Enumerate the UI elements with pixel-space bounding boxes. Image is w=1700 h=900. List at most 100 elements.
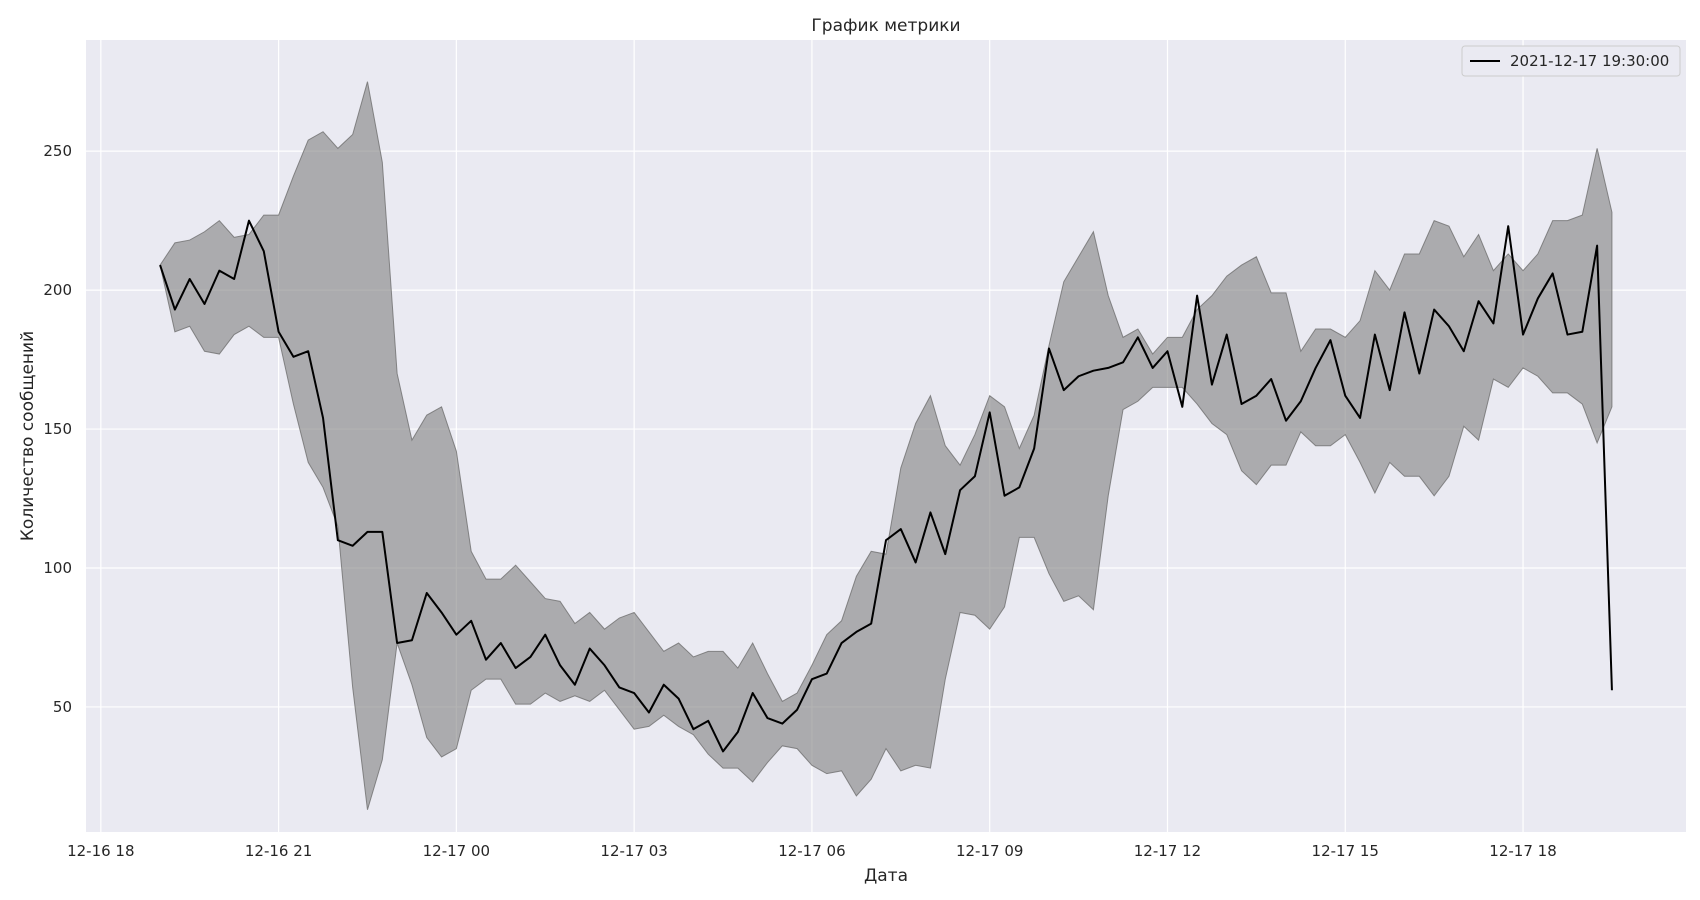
data-point	[663, 684, 665, 686]
data-point	[174, 309, 176, 311]
y-tick-label: 100	[43, 559, 72, 577]
data-point	[678, 698, 680, 700]
data-point	[1196, 295, 1198, 297]
data-point	[604, 664, 606, 666]
data-point	[1507, 225, 1509, 227]
data-point	[618, 686, 620, 688]
data-point	[515, 667, 517, 669]
x-tick-labels: 12-16 18 12-16 21 12-17 00 12-17 03 12-17 06…	[67, 842, 1557, 860]
data-point	[500, 642, 502, 644]
data-point	[692, 728, 694, 730]
series-line-layer	[159, 219, 1613, 753]
data-point	[1004, 495, 1006, 497]
x-tick-label: 12-17 18	[1489, 842, 1556, 860]
data-point	[470, 620, 472, 622]
data-point	[189, 278, 191, 280]
data-point	[352, 545, 354, 547]
legend-box	[1461, 45, 1681, 77]
data-point	[426, 592, 428, 594]
data-point	[1463, 350, 1465, 352]
confidence-band	[159, 81, 1613, 810]
data-point	[1359, 417, 1361, 419]
data-point	[1389, 389, 1391, 391]
data-point	[366, 531, 368, 533]
data-point	[766, 717, 768, 719]
x-axis-title: Дата	[864, 866, 908, 886]
data-point	[796, 709, 798, 711]
data-point	[633, 692, 635, 694]
data-point	[1581, 331, 1583, 333]
data-point	[989, 411, 991, 413]
data-point	[441, 611, 443, 613]
data-point	[1611, 689, 1613, 691]
legend: 2021-12-17 19:30:00	[1461, 45, 1681, 77]
y-tick-label: 250	[43, 142, 72, 160]
data-point	[1433, 309, 1435, 311]
x-tick-label: 12-17 06	[778, 842, 845, 860]
x-tick-label: 12-17 12	[1134, 842, 1201, 860]
data-point	[1522, 334, 1524, 336]
y-axis-title: Количество сообщений	[18, 331, 38, 541]
data-point	[1181, 406, 1183, 408]
data-point	[381, 531, 383, 533]
data-point	[1404, 311, 1406, 313]
data-point	[737, 731, 739, 733]
data-point	[1537, 297, 1539, 299]
data-point	[411, 639, 413, 641]
x-tick-label: 12-16 21	[245, 842, 312, 860]
x-tick-label: 12-17 03	[600, 842, 667, 860]
data-point	[278, 331, 280, 333]
data-point	[1566, 334, 1568, 336]
data-point	[1552, 272, 1554, 274]
data-point	[204, 303, 206, 305]
confidence-band-layer	[159, 81, 1613, 810]
y-tick-labels: 50 100 150 200 250	[43, 142, 72, 716]
data-point	[841, 642, 843, 644]
data-point	[929, 511, 931, 513]
data-point	[263, 250, 265, 252]
x-tick-label: 12-16 18	[67, 842, 134, 860]
data-point	[1300, 400, 1302, 402]
data-point	[870, 623, 872, 625]
data-point	[752, 692, 754, 694]
data-point	[648, 712, 650, 714]
data-point	[233, 278, 235, 280]
data-point	[1122, 361, 1124, 363]
data-point	[1107, 367, 1109, 369]
data-point	[1137, 336, 1139, 338]
data-point	[1211, 384, 1213, 386]
data-point	[1285, 420, 1287, 422]
data-point	[455, 634, 457, 636]
data-point	[218, 270, 220, 272]
data-point	[1448, 325, 1450, 327]
data-point	[396, 642, 398, 644]
data-point	[248, 220, 250, 222]
data-point	[900, 528, 902, 530]
data-point	[292, 356, 294, 358]
data-point	[707, 720, 709, 722]
data-point	[1492, 322, 1494, 324]
data-point	[1478, 300, 1480, 302]
data-point	[781, 723, 783, 725]
data-point	[1329, 339, 1331, 341]
data-point	[1344, 395, 1346, 397]
data-point	[1596, 245, 1598, 247]
data-point	[1063, 389, 1065, 391]
data-point	[589, 648, 591, 650]
data-point	[826, 673, 828, 675]
series-line	[159, 219, 1613, 753]
x-tick-label: 12-17 00	[423, 842, 490, 860]
data-point	[559, 664, 561, 666]
data-point	[1241, 403, 1243, 405]
data-point	[1092, 370, 1094, 372]
y-tick-label: 50	[53, 698, 72, 716]
data-point	[529, 656, 531, 658]
data-point	[855, 631, 857, 633]
y-tick-label: 200	[43, 281, 72, 299]
data-point	[1255, 395, 1257, 397]
data-point	[1048, 347, 1050, 349]
data-point	[1152, 367, 1154, 369]
data-point	[574, 684, 576, 686]
